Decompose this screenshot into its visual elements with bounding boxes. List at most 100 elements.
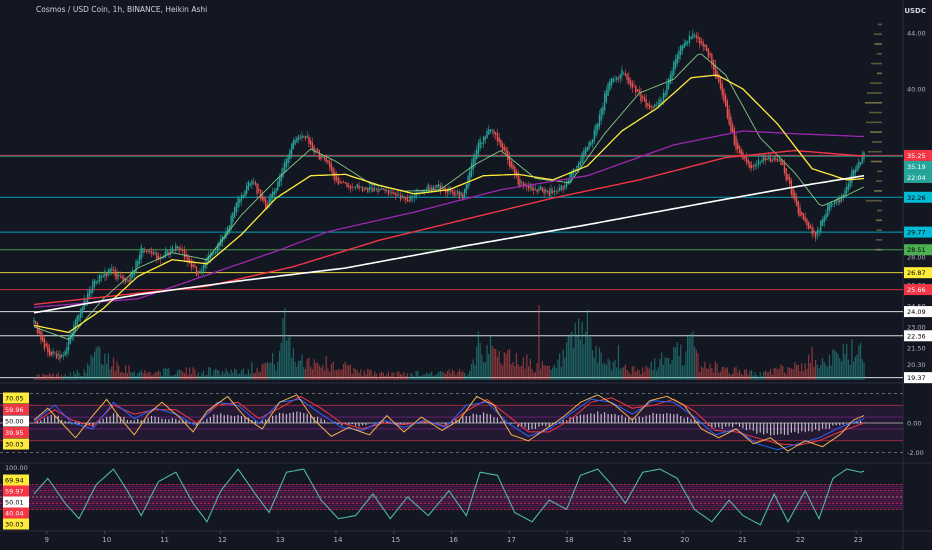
candle-body <box>265 199 267 210</box>
histogram-bar <box>825 423 827 429</box>
candle-body <box>676 54 678 64</box>
candle-body <box>227 227 229 235</box>
volume-bar <box>111 366 113 380</box>
volume-bar <box>413 376 416 380</box>
candle-body <box>782 162 784 165</box>
histogram-bar <box>202 421 205 423</box>
candle-body <box>616 77 618 80</box>
histogram-bar <box>216 414 218 423</box>
histogram-bar <box>859 420 862 423</box>
volume-bar <box>410 372 412 380</box>
histogram-bar <box>462 416 464 423</box>
volume-bar <box>114 371 116 380</box>
volume-bar <box>287 337 289 380</box>
key-level-badge <box>904 330 932 342</box>
candle-body <box>503 146 505 151</box>
candle-body <box>356 183 359 188</box>
histogram-bar <box>676 413 678 423</box>
volume-bar <box>425 372 428 380</box>
volume-bar <box>661 352 663 380</box>
histogram-bar <box>382 421 384 423</box>
volume-bar <box>479 343 481 380</box>
price-tick-label: 21.50 <box>907 344 926 352</box>
candle-body <box>130 274 132 282</box>
volume-bar <box>173 375 175 380</box>
candle-body <box>685 41 687 46</box>
candle-body <box>64 351 66 356</box>
candle-body <box>194 265 196 268</box>
histogram-bar <box>541 423 543 426</box>
volume-bar <box>192 367 194 380</box>
moving-average-yellow <box>33 74 865 334</box>
oscillator-level-badge <box>3 404 29 415</box>
candle-body <box>180 248 182 251</box>
histogram-bar <box>195 423 198 426</box>
candle-body <box>145 251 148 252</box>
candle-body <box>744 155 746 159</box>
volume-bar <box>517 364 519 380</box>
histogram-bar <box>818 423 820 432</box>
candle-body <box>403 196 405 198</box>
volume-bar <box>225 368 227 380</box>
candle-body <box>705 45 708 52</box>
volume-bar <box>436 374 438 380</box>
candle-body <box>559 188 561 192</box>
candle-body <box>394 193 397 196</box>
candle-body <box>154 252 156 254</box>
volume-bar <box>733 367 735 380</box>
candle-body <box>733 128 735 145</box>
volume-bar <box>379 373 381 380</box>
volume-bar <box>363 370 365 380</box>
volume-bar <box>125 364 127 380</box>
candle-body <box>230 216 232 229</box>
volume-bar <box>476 346 478 380</box>
candle-body <box>702 41 704 47</box>
histogram-bar <box>341 423 343 426</box>
histogram-bar <box>545 423 547 427</box>
candle-body <box>854 169 857 174</box>
histogram-bar <box>299 412 301 423</box>
candle-body <box>514 166 516 175</box>
candle-body <box>137 261 139 267</box>
histogram-bar <box>645 415 647 423</box>
candle-body <box>697 36 699 39</box>
candle-body <box>488 129 490 135</box>
key-level-badge <box>904 267 932 279</box>
candle-body <box>393 192 395 195</box>
histogram-bar <box>133 420 135 423</box>
histogram-bar <box>358 423 360 427</box>
histogram-bar <box>54 415 56 423</box>
key-level-value: 32.26 <box>907 194 926 202</box>
candle-body <box>837 197 839 202</box>
volume-bar <box>782 366 784 380</box>
volume-bar <box>431 371 433 380</box>
histogram-bar <box>790 423 792 433</box>
candle-body <box>157 255 160 260</box>
volume-bar <box>540 368 542 380</box>
histogram-bar <box>642 417 644 423</box>
candle-body <box>192 264 194 267</box>
volume-bar <box>707 369 709 380</box>
candle-body <box>647 103 649 106</box>
histogram-bar <box>638 416 640 423</box>
histogram-bar <box>303 413 305 423</box>
volume-bar <box>76 369 78 380</box>
histogram-bar <box>465 416 467 423</box>
candle-body <box>61 354 63 358</box>
candle-body <box>728 109 730 125</box>
candle-body <box>538 188 540 191</box>
candle-body <box>123 277 125 281</box>
candle-body <box>67 337 70 351</box>
histogram-bar <box>292 412 294 423</box>
candle-body <box>202 265 205 272</box>
candle-body <box>692 33 694 38</box>
candle-body <box>802 213 805 221</box>
volume-bar <box>827 366 829 380</box>
candle-body <box>266 204 269 208</box>
volume-bar <box>438 371 440 380</box>
histogram-bar <box>47 416 49 423</box>
candle-body <box>852 170 855 177</box>
candle-body <box>778 159 780 161</box>
